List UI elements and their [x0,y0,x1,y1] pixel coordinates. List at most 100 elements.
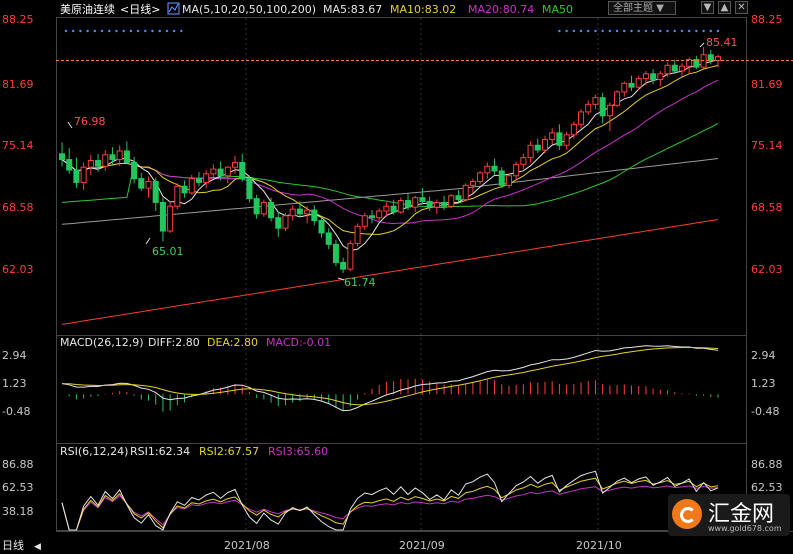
signal-dots [64,29,720,33]
candle-body [340,261,347,270]
signal-dot [158,29,161,33]
rsi1-line [61,470,719,531]
ma-label: MA(5,10,20,50,100,200) [182,3,316,16]
signal-dot [615,29,619,33]
candle-body [404,200,412,208]
period-label: <日线> [120,2,160,16]
signal-dot [608,29,612,33]
tick-left-62: 62.03 [2,263,34,276]
candle-body [606,104,613,117]
signal-dot [644,29,648,33]
signal-dot [86,29,89,33]
candle-body [109,154,116,161]
candle-body [556,132,563,146]
tick-right-81: 81.69 [751,78,783,91]
macd-tick-left-1: 1.23 [2,377,27,390]
chevron-down-icon: ▼ [656,3,664,14]
candle-body [181,185,188,194]
candle-body [678,65,685,72]
signal-dot [673,29,676,33]
signal-dot [630,29,633,33]
candle-body [231,161,239,168]
candle-body [527,144,534,159]
candle-body [592,97,599,105]
tick-left-88: 88.25 [2,13,34,26]
logo-name: 汇金网 [708,502,775,527]
candle-body [159,201,166,232]
rsi-tick-left-1: 62.53 [2,481,34,494]
candle-body [195,178,202,183]
macd-tick-left-0: 2.94 [2,349,27,362]
close-button[interactable]: ✕ [735,1,748,14]
annotation-low-right: 61.74 [344,276,376,289]
theme-select[interactable]: 全部主题 ▼ [608,1,676,15]
signal-dot [144,29,147,33]
candle-body [635,78,642,88]
candle-body [354,225,361,244]
candle-body [578,111,585,125]
candle-body [484,165,491,174]
signal-dot [122,29,125,33]
candle-body [650,73,657,81]
signal-dot [180,29,183,33]
candlesticks [58,47,722,273]
signal-dot [651,29,655,33]
indicator-icon[interactable] [167,2,180,15]
macd-dea-line [61,346,719,406]
candle-body [131,161,138,180]
candle-body [325,232,332,245]
candle-body [693,59,700,68]
signal-dot [100,29,104,33]
candle-body [376,210,383,219]
macd-tick-left-2: -0.48 [2,405,30,418]
candle-body [491,165,498,172]
candle-body [563,134,570,146]
candle-body [138,178,145,189]
date-label-oct: 2021/10 [576,539,622,552]
candle-body [664,64,671,75]
macd-histogram [68,378,719,412]
signal-dot [666,29,669,33]
x-axis: 日线 ◀ 2021/08 2021/09 2021/10 [2,538,622,552]
rsi3-line [61,485,719,531]
signal-dot [115,29,118,33]
signal-dot [108,29,111,33]
tick-left-68: 68.58 [2,201,34,214]
nav-up-button[interactable]: ▲ [718,1,731,14]
rsi2-line [61,477,719,531]
candle-body [541,139,549,151]
candle-body [419,197,426,202]
ma20-line [61,79,719,225]
candle-body [707,54,714,61]
signal-dot [687,29,691,33]
candle-body [455,195,462,201]
candle-body [188,178,195,194]
rsi-tick-right-1: 62.53 [751,481,783,494]
candle-body [145,180,152,189]
candle-body [289,208,296,217]
candle-body [282,215,289,229]
signal-dot [709,29,712,33]
nav-down-button[interactable]: ▼ [701,1,714,14]
signal-dot [129,29,133,33]
ma5-value: MA5:83.67 [323,3,382,16]
macd-diff-line [61,345,719,412]
candle-body [102,154,109,167]
macd-tick-right-2: -0.48 [751,405,779,418]
candle-body [397,200,404,213]
candle-body [477,172,484,182]
candle-body [671,64,678,72]
candle-body [224,166,231,177]
rsi-tick-right-0: 86.88 [751,458,783,471]
main-axis-left: 88.25 81.69 75.14 68.58 62.03 [2,13,34,276]
candle-body [268,201,275,219]
candle-body [628,82,635,88]
ma200-line [61,219,719,325]
candle-body [58,153,66,161]
candle-body [260,201,267,215]
candle-body [361,215,368,227]
candle-body [174,185,181,207]
candle-body [534,144,541,151]
macd-dea: DEA:2.80 [207,336,258,349]
